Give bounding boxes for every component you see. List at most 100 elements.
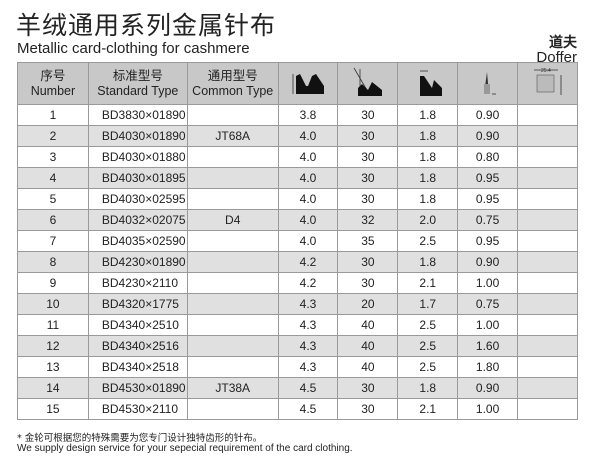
cell-tooth-pitch: 1.8 bbox=[397, 251, 459, 273]
table-row: 13 BD4340×2518 4.3 40 2.5 1.80 bbox=[17, 356, 578, 378]
cell-tooth-height: 4.0 bbox=[277, 209, 339, 231]
cell-tooth-angle: 40 bbox=[337, 335, 399, 357]
cell-tooth-pitch: 2.5 bbox=[397, 335, 459, 357]
cell-base-width: 0.95 bbox=[457, 167, 519, 189]
table-row: 10 BD4320×1775 4.3 20 1.7 0.75 bbox=[17, 293, 578, 315]
table-row: 1 BD3830×01890 3.8 30 1.8 0.90 bbox=[17, 104, 578, 126]
cell-tooth-angle: 32 bbox=[337, 209, 399, 231]
cell-standard-type: BD4340×2518 bbox=[87, 356, 188, 378]
cell-number: 10 bbox=[17, 293, 89, 315]
page-title-en: Metallic card-clothing for cashmere bbox=[17, 40, 250, 57]
cell-tooth-pitch: 2.5 bbox=[397, 314, 459, 336]
cell-tooth-height: 3.8 bbox=[277, 104, 339, 126]
cell-number: 7 bbox=[17, 230, 89, 252]
cell-tooth-angle: 30 bbox=[337, 188, 399, 210]
cell-point-density bbox=[517, 377, 578, 399]
cell-tooth-pitch: 1.8 bbox=[397, 188, 459, 210]
cell-point-density bbox=[517, 209, 578, 231]
cell-tooth-height: 4.2 bbox=[277, 251, 339, 273]
cell-standard-type: BD4030×02595 bbox=[87, 188, 188, 210]
cell-point-density bbox=[517, 230, 578, 252]
tooth-height-diagram-icon bbox=[292, 73, 325, 94]
cell-tooth-angle: 40 bbox=[337, 314, 399, 336]
cell-point-density bbox=[517, 293, 578, 315]
cell-standard-type: BD4030×01890 bbox=[87, 125, 188, 147]
cell-number: 8 bbox=[17, 251, 89, 273]
cell-base-width: 0.95 bbox=[457, 188, 519, 210]
cell-tooth-height: 4.3 bbox=[277, 356, 339, 378]
cell-tooth-height: 4.0 bbox=[277, 230, 339, 252]
cell-common-type bbox=[186, 230, 279, 252]
cell-tooth-pitch: 2.5 bbox=[397, 356, 459, 378]
cell-base-width: 1.00 bbox=[457, 398, 519, 420]
cell-base-width: 0.75 bbox=[457, 209, 519, 231]
cell-common-type bbox=[186, 251, 279, 273]
cell-tooth-pitch: 1.7 bbox=[397, 293, 459, 315]
page-title-cn: 羊绒通用系列金属针布 bbox=[16, 11, 277, 40]
cell-tooth-angle: 30 bbox=[337, 398, 399, 420]
cell-tooth-pitch: 1.8 bbox=[397, 146, 459, 168]
cell-common-type bbox=[186, 146, 279, 168]
footnote-en: We supply design service for your sepeci… bbox=[17, 443, 353, 454]
cell-standard-type: BD4340×2510 bbox=[87, 314, 188, 336]
cell-tooth-angle: 30 bbox=[337, 272, 399, 294]
cell-tooth-angle: 30 bbox=[337, 377, 399, 399]
cell-common-type: D4 bbox=[186, 209, 279, 231]
cell-standard-type: BD4530×2110 bbox=[87, 398, 188, 420]
cell-tooth-angle: 35 bbox=[337, 230, 399, 252]
cell-point-density bbox=[517, 146, 578, 168]
cell-point-density bbox=[517, 356, 578, 378]
cell-common-type: JT38A bbox=[186, 377, 279, 399]
cell-tooth-height: 4.3 bbox=[277, 293, 339, 315]
cell-point-density bbox=[517, 272, 578, 294]
cell-common-type: JT68A bbox=[186, 125, 279, 147]
cell-tooth-pitch: 1.8 bbox=[397, 104, 459, 126]
cell-tooth-height: 4.3 bbox=[277, 314, 339, 336]
cell-tooth-angle: 30 bbox=[337, 104, 399, 126]
cell-number: 12 bbox=[17, 335, 89, 357]
cell-base-width: 0.80 bbox=[457, 146, 519, 168]
cell-tooth-pitch: 2.1 bbox=[397, 272, 459, 294]
cell-number: 2 bbox=[17, 125, 89, 147]
cell-tooth-pitch: 2.1 bbox=[397, 398, 459, 420]
cell-standard-type: BD4320×1775 bbox=[87, 293, 188, 315]
cell-base-width: 0.95 bbox=[457, 230, 519, 252]
cell-common-type bbox=[186, 188, 279, 210]
cell-tooth-height: 4.5 bbox=[277, 377, 339, 399]
cell-base-width: 0.90 bbox=[457, 377, 519, 399]
cell-standard-type: BD4530×01890 bbox=[87, 377, 188, 399]
cell-number: 13 bbox=[17, 356, 89, 378]
cell-point-density bbox=[517, 104, 578, 126]
cell-tooth-height: 4.0 bbox=[277, 125, 339, 147]
cell-common-type bbox=[186, 356, 279, 378]
table-row: 15 BD4530×2110 4.5 30 2.1 1.00 bbox=[17, 398, 578, 420]
cell-standard-type: BD4340×2516 bbox=[87, 335, 188, 357]
cell-common-type bbox=[186, 104, 279, 126]
cell-tooth-pitch: 2.5 bbox=[397, 230, 459, 252]
cell-number: 6 bbox=[17, 209, 89, 231]
tooth-pitch-diagram-icon bbox=[419, 70, 442, 96]
cell-point-density bbox=[517, 335, 578, 357]
column-header-tooth-height bbox=[277, 62, 339, 105]
cell-number: 1 bbox=[17, 104, 89, 126]
cell-number: 11 bbox=[17, 314, 89, 336]
table-row: 12 BD4340×2516 4.3 40 2.5 1.60 bbox=[17, 335, 578, 357]
table-row: 11 BD4340×2510 4.3 40 2.5 1.00 bbox=[17, 314, 578, 336]
cell-base-width: 0.90 bbox=[457, 104, 519, 126]
cell-point-density bbox=[517, 188, 578, 210]
section-label-cn: 道夫 bbox=[549, 35, 577, 51]
cell-number: 5 bbox=[17, 188, 89, 210]
table-row: 6 BD4032×02075 D4 4.0 32 2.0 0.75 bbox=[17, 209, 578, 231]
cell-base-width: 1.80 bbox=[457, 356, 519, 378]
cell-standard-type: BD4030×01895 bbox=[87, 167, 188, 189]
cell-base-width: 1.60 bbox=[457, 335, 519, 357]
cell-standard-type: BD4032×02075 bbox=[87, 209, 188, 231]
table-row: 9 BD4230×2110 4.2 30 2.1 1.00 bbox=[17, 272, 578, 294]
cell-tooth-height: 4.3 bbox=[277, 335, 339, 357]
tooth-angle-diagram-icon bbox=[353, 67, 382, 96]
cell-point-density bbox=[517, 398, 578, 420]
table-row: 14 BD4530×01890 JT38A 4.5 30 1.8 0.90 bbox=[17, 377, 578, 399]
cell-tooth-angle: 40 bbox=[337, 356, 399, 378]
column-header-tooth-angle bbox=[337, 62, 399, 105]
cell-common-type bbox=[186, 335, 279, 357]
